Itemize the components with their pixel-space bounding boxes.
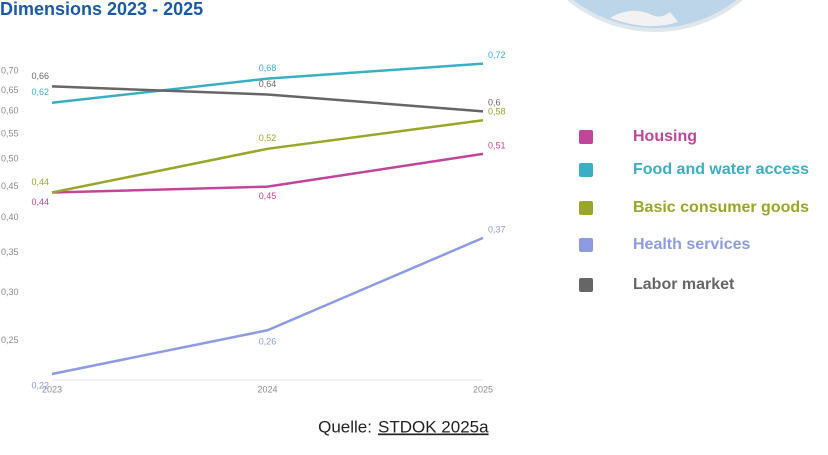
data-label: 0,26 bbox=[259, 337, 277, 347]
y-tick-label: 0,55 bbox=[1, 128, 19, 138]
legend-icon bbox=[579, 163, 593, 177]
y-tick-label: 0,30 bbox=[1, 287, 19, 297]
x-tick-label: 2023 bbox=[42, 384, 62, 394]
data-label: 0,37 bbox=[488, 224, 506, 234]
y-tick-label: 0,65 bbox=[1, 85, 19, 95]
source-link[interactable]: STDOK 2025a bbox=[378, 417, 489, 436]
data-label: 0,6 bbox=[488, 98, 501, 108]
legend-label: Basic consumer goods bbox=[633, 199, 809, 216]
legend-label: Housing bbox=[633, 128, 697, 145]
source-prefix: Quelle: bbox=[318, 417, 372, 436]
series-line bbox=[51, 62, 484, 104]
data-label: 0,44 bbox=[31, 177, 49, 187]
legend-icon bbox=[579, 130, 593, 144]
legend-label: Labor market bbox=[633, 276, 735, 293]
y-tick-label: 0,45 bbox=[1, 181, 19, 191]
data-label: 0,66 bbox=[31, 71, 49, 81]
data-label: 0,51 bbox=[488, 140, 506, 150]
y-tick-label: 0,50 bbox=[1, 153, 19, 163]
legend-item: Basic consumer goods bbox=[579, 199, 809, 216]
legend-item: Food and water access bbox=[579, 161, 809, 178]
series-line bbox=[51, 118, 484, 194]
legend-item: Housing bbox=[579, 128, 697, 145]
legend-item: Labor market bbox=[579, 276, 735, 293]
data-label: 0,44 bbox=[31, 197, 49, 207]
data-label: 0,45 bbox=[259, 191, 277, 201]
legend-icon bbox=[579, 238, 593, 252]
data-label: 0,62 bbox=[31, 87, 49, 97]
y-tick-label: 0,40 bbox=[1, 212, 19, 222]
y-tick-label: 0,25 bbox=[1, 335, 19, 345]
series-line bbox=[51, 236, 484, 376]
legend-label: Food and water access bbox=[633, 161, 809, 178]
legend-icon bbox=[579, 278, 593, 292]
chart-title: Dimensions 2023 - 2025 bbox=[0, 0, 203, 19]
globe-land bbox=[610, 10, 678, 27]
data-label: 0,58 bbox=[488, 107, 506, 117]
x-tick-label: 2025 bbox=[473, 384, 493, 394]
series-line bbox=[51, 85, 484, 113]
x-tick-label: 2024 bbox=[257, 384, 277, 394]
y-tick-label: 0,35 bbox=[1, 247, 19, 257]
globe-decoration bbox=[567, 0, 743, 32]
data-label: 0,22 bbox=[31, 380, 49, 390]
data-label: 0,64 bbox=[259, 79, 277, 89]
legend-label: Health services bbox=[633, 236, 751, 253]
y-tick-label: 0,70 bbox=[1, 65, 19, 75]
data-label: 0,72 bbox=[488, 50, 506, 60]
series-line bbox=[51, 152, 484, 194]
y-tick-label: 0,60 bbox=[1, 106, 19, 116]
legend-item: Health services bbox=[579, 236, 751, 253]
legend-icon bbox=[579, 201, 593, 215]
data-label: 0,68 bbox=[259, 63, 277, 73]
data-label: 0,52 bbox=[259, 133, 277, 143]
